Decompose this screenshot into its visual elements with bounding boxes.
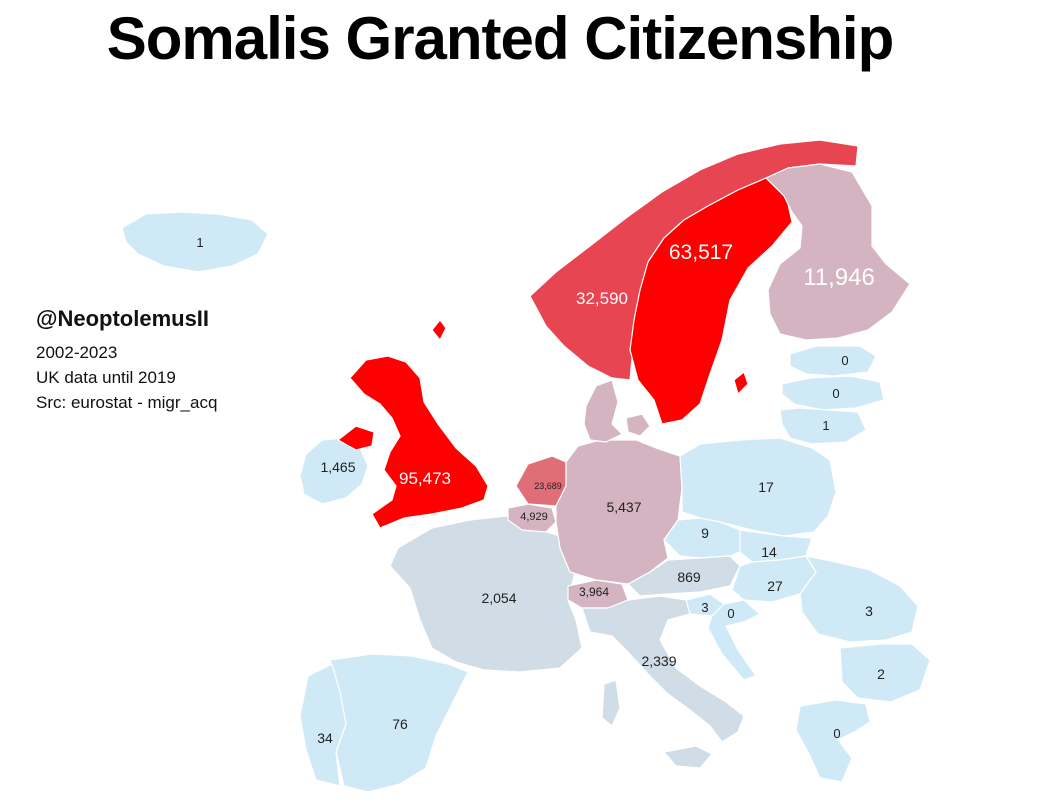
label-spain: 76 xyxy=(392,716,408,732)
country-iceland xyxy=(121,211,269,273)
label-united-kingdom: 95,473 xyxy=(399,469,451,488)
label-estonia: 0 xyxy=(841,353,848,368)
credits-uk-note: UK data until 2019 xyxy=(36,368,176,387)
country-sweden xyxy=(629,177,793,425)
island-sardinia xyxy=(601,679,621,727)
country-greece xyxy=(795,699,871,783)
country-portugal xyxy=(299,663,347,787)
label-croatia: 0 xyxy=(727,606,734,621)
label-slovenia: 3 xyxy=(701,600,708,615)
country-romania xyxy=(799,555,919,643)
credits-block: @NeoptolemusII 2002-2023 UK data until 2… xyxy=(36,306,217,415)
island-zealand xyxy=(625,413,651,437)
country-value-labels: 1 1,465 95,473 32,590 63,517 11,946 0 0 … xyxy=(196,235,885,746)
island-sicily xyxy=(663,745,713,769)
country-poland xyxy=(679,437,837,537)
label-hungary: 27 xyxy=(767,578,783,594)
country-latvia xyxy=(781,375,885,411)
label-ireland: 1,465 xyxy=(320,459,355,475)
label-france: 2,054 xyxy=(481,590,516,606)
author-handle: @NeoptolemusII xyxy=(36,306,210,331)
label-slovakia: 14 xyxy=(761,544,777,560)
island-gotland xyxy=(733,371,749,395)
label-austria: 869 xyxy=(677,569,701,585)
country-croatia xyxy=(707,599,761,681)
credits-source: Src: eurostat - migr_acq xyxy=(36,393,218,412)
label-bulgaria: 2 xyxy=(877,666,885,682)
label-lithuania: 1 xyxy=(822,418,829,433)
country-germany xyxy=(555,439,683,585)
country-ireland xyxy=(299,437,369,505)
label-czechia: 9 xyxy=(701,525,709,541)
label-iceland: 1 xyxy=(196,235,203,250)
label-portugal: 34 xyxy=(317,730,333,746)
country-bulgaria xyxy=(839,643,931,703)
country-denmark xyxy=(583,379,623,443)
region-northern-ireland xyxy=(337,425,375,451)
map-title: Somalis Granted Citizenship xyxy=(106,5,895,72)
label-finland: 11,946 xyxy=(803,264,875,291)
label-norway: 32,590 xyxy=(576,289,628,308)
label-greece: 0 xyxy=(833,726,840,741)
country-estonia xyxy=(789,345,877,377)
label-poland: 17 xyxy=(758,479,774,495)
country-united-kingdom xyxy=(349,355,489,529)
label-belgium: 4,929 xyxy=(520,511,548,523)
country-lithuania xyxy=(779,407,867,445)
country-italy xyxy=(581,595,745,743)
country-finland xyxy=(765,163,911,341)
label-romania: 3 xyxy=(865,603,873,619)
label-netherlands: 23,689 xyxy=(534,481,562,491)
credits-period: 2002-2023 xyxy=(36,343,118,362)
label-germany: 5,437 xyxy=(606,499,641,515)
label-sweden: 63,517 xyxy=(669,241,733,264)
label-italy: 2,339 xyxy=(641,653,676,669)
label-switzerland: 3,964 xyxy=(579,585,609,599)
island-shetland xyxy=(431,319,447,341)
label-latvia: 0 xyxy=(832,386,839,401)
